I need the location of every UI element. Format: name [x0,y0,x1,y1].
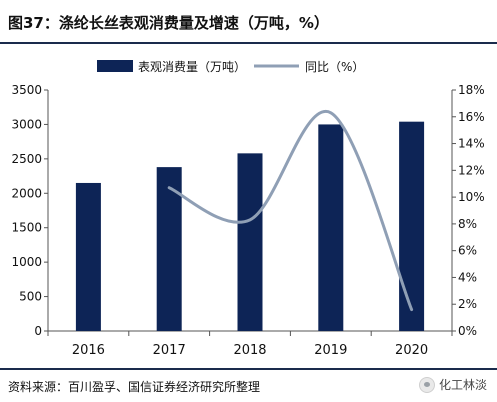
bar [156,167,182,331]
figure-title: 图37：涤纶长丝表观消费量及增速（万吨，%） [8,14,329,32]
chart-svg: 0 500 1000 1500 2000 2500 3000 3500 0% 2% 4% 6% 8% 10… [11,60,485,358]
title-bar: 图37：涤纶长丝表观消费量及增速（万吨，%） [0,0,497,44]
x-tick-label: 2020 [395,343,428,358]
y-left-tick-label: 2500 [11,152,42,166]
y-left-tick-label: 1000 [11,255,42,269]
y-right-tick-label: 10% [458,190,485,204]
series-line-yoy [167,109,414,312]
y-left-tick-label: 3500 [11,83,42,97]
y-right-tick-label: 0% [458,324,477,338]
bar [318,124,344,331]
wechat-icon [418,376,435,393]
legend-swatch-bar [97,60,133,72]
y-right-tick-label: 14% [458,137,485,151]
legend-label-bar: 表观消费量（万吨） [138,60,246,74]
y-right-tick-label: 8% [458,217,477,231]
x-tick-label: 2019 [314,343,347,358]
y-right-tick-label: 12% [458,163,485,177]
watermark-text: 化工林淡 [438,378,487,392]
y-left-tick-label: 2000 [11,186,42,200]
watermark: 化工林淡 [418,376,487,393]
bar [399,121,425,331]
legend-label-line: 同比（%） [305,60,364,74]
x-tick-label: 2016 [72,343,105,358]
bar [75,182,101,331]
source-note: 资料来源：百川盈孚、国信证券经济研究所整理 [8,380,261,394]
y-left-tick-label: 0 [34,324,42,338]
x-tick-label: 2017 [153,343,186,358]
y-right-tick-label: 2% [458,297,477,311]
y-right-tick-label: 4% [458,270,477,284]
y-left-tick-label: 1500 [11,221,42,235]
y-left-tick-label: 500 [19,290,42,304]
y-right-tick-label: 6% [458,244,477,258]
y-right-tick-label: 16% [458,110,485,124]
y-right-tick-label: 18% [458,83,485,97]
footer: 资料来源：百川盈孚、国信证券经济研究所整理 化工林淡 [0,368,497,402]
x-tick-label: 2018 [233,343,266,358]
bar [237,153,263,331]
y-left-tick-label: 3000 [11,117,42,131]
